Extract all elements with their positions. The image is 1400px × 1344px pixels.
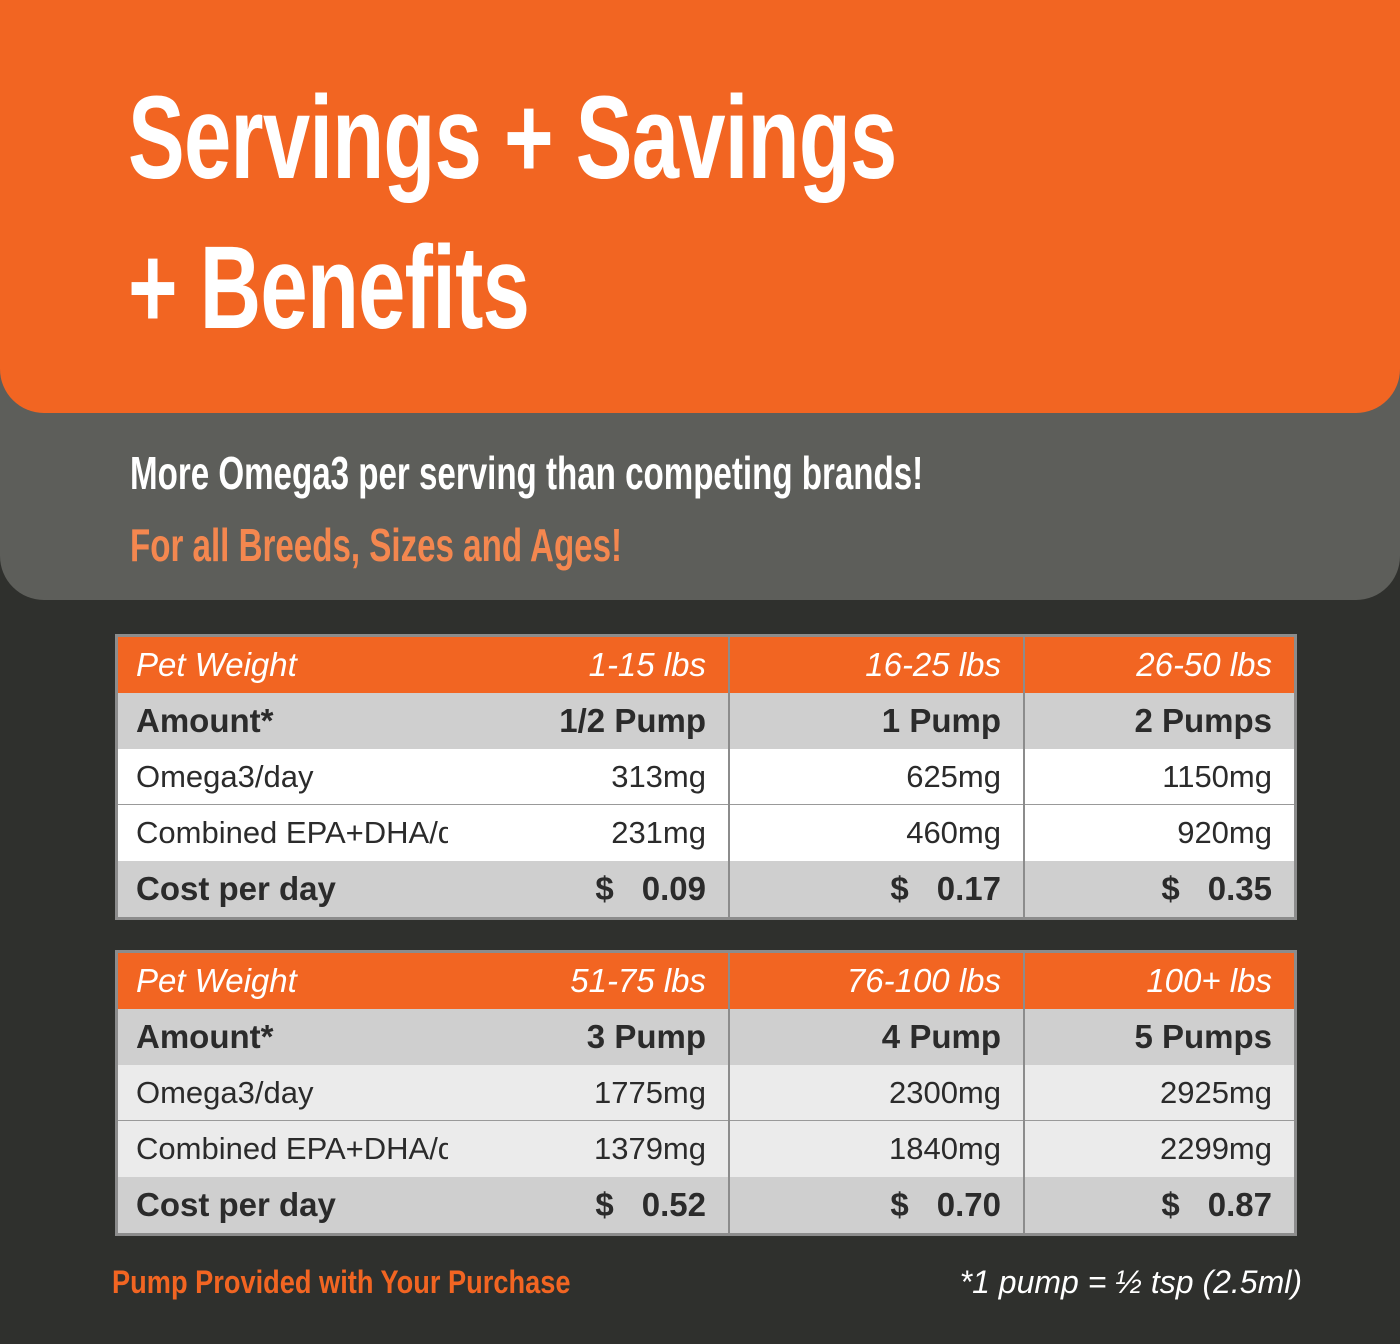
currency: $ — [595, 870, 614, 907]
footer-note: *1 pump = ½ tsp (2.5ml) — [959, 1264, 1302, 1300]
table-cell: $0.35 — [1025, 861, 1294, 917]
table-cell: 625mg — [730, 749, 1025, 805]
header-cell: 16-25 lbs — [730, 637, 1025, 693]
table-cell: Cost per day — [118, 861, 448, 917]
header-cell: 76-100 lbs — [730, 953, 1025, 1009]
header-cell: 1-15 lbs — [448, 637, 730, 693]
table-cell: 2300mg — [730, 1065, 1025, 1121]
table-cell: 3 Pump — [448, 1009, 730, 1065]
currency: $ — [1161, 870, 1180, 907]
table-cell: Amount* — [118, 693, 448, 749]
table-cell: $0.87 — [1025, 1177, 1294, 1233]
table-row: Combined EPA+DHA/day 1379mg 1840mg 2299mg — [118, 1121, 1294, 1177]
table: Pet Weight 1-15 lbs 16-25 lbs 26-50 lbs Amou… — [115, 634, 1297, 920]
table-cell: 1379mg — [448, 1121, 730, 1177]
table-cell: 1 Pump — [730, 693, 1025, 749]
table-cell: $0.09 — [448, 861, 730, 917]
table-row: Amount* 1/2 Pump 1 Pump 2 Pumps — [118, 693, 1294, 749]
table-cell: Cost per day — [118, 1177, 448, 1233]
table-row: Cost per day $0.09 $0.17 $0.35 — [118, 861, 1294, 917]
currency: $ — [890, 870, 909, 907]
table-cell: 460mg — [730, 805, 1025, 861]
header-row: Pet Weight 1-15 lbs 16-25 lbs 26-50 lbs — [118, 637, 1294, 693]
table-row: Amount* 3 Pump 4 Pump 5 Pumps — [118, 1009, 1294, 1065]
header-row: Pet Weight 51-75 lbs 76-100 lbs 100+ lbs — [118, 953, 1294, 1009]
table-cell: 920mg — [1025, 805, 1294, 861]
table-cell: $0.52 — [448, 1177, 730, 1233]
subtitle: More Omega3 per serving than competing b… — [130, 447, 924, 499]
table-cell: 1/2 Pump — [448, 693, 730, 749]
amount: 0.17 — [936, 870, 1001, 907]
table-cell: 2 Pumps — [1025, 693, 1294, 749]
table-cell: $0.70 — [730, 1177, 1025, 1233]
currency: $ — [1161, 1186, 1180, 1223]
amount: 0.70 — [936, 1186, 1001, 1223]
header-cell: Pet Weight — [118, 953, 448, 1009]
table-cell: Combined EPA+DHA/day — [118, 1121, 488, 1177]
currency: $ — [890, 1186, 909, 1223]
footer-note: Pump Provided with Your Purchase — [112, 1264, 571, 1300]
amount: 0.35 — [1207, 870, 1272, 907]
table-row: Omega3/day 313mg 625mg 1150mg — [118, 749, 1294, 805]
table-cell: Omega3/day — [118, 1065, 448, 1121]
amount: 0.09 — [641, 870, 706, 907]
table-cell: 4 Pump — [730, 1009, 1025, 1065]
table-cell: 313mg — [448, 749, 730, 805]
table-row: Omega3/day 1775mg 2300mg 2925mg — [118, 1065, 1294, 1121]
subtitle: For all Breeds, Sizes and Ages! — [130, 519, 623, 571]
table-row: Combined EPA+DHA/day 231mg 460mg 920mg — [118, 805, 1294, 861]
table-cell: 2299mg — [1025, 1121, 1294, 1177]
header-cell: Pet Weight — [118, 637, 448, 693]
table-cell: 2925mg — [1025, 1065, 1294, 1121]
table-cell: Omega3/day — [118, 749, 448, 805]
table-cell: 1840mg — [730, 1121, 1025, 1177]
amount: 0.52 — [641, 1186, 706, 1223]
table-cell: $0.17 — [730, 861, 1025, 917]
table-cell: Combined EPA+DHA/day — [118, 805, 488, 861]
table-cell: 5 Pumps — [1025, 1009, 1294, 1065]
table-cell: 1150mg — [1025, 749, 1294, 805]
currency: $ — [595, 1186, 614, 1223]
title-band — [0, 0, 1400, 413]
table: Pet Weight 51-75 lbs 76-100 lbs 100+ lbs Amo… — [115, 950, 1297, 1236]
header-cell: 100+ lbs — [1025, 953, 1294, 1009]
table-row: Cost per day $0.52 $0.70 $0.87 — [118, 1177, 1294, 1233]
table-cell: Amount* — [118, 1009, 448, 1065]
table-cell: 231mg — [448, 805, 730, 861]
title-line: Servings + Savings — [128, 72, 897, 204]
table-cell: 1775mg — [448, 1065, 730, 1121]
amount: 0.87 — [1207, 1186, 1272, 1223]
header-cell: 26-50 lbs — [1025, 637, 1294, 693]
title-line: + Benefits — [128, 222, 530, 354]
header-cell: 51-75 lbs — [448, 953, 730, 1009]
